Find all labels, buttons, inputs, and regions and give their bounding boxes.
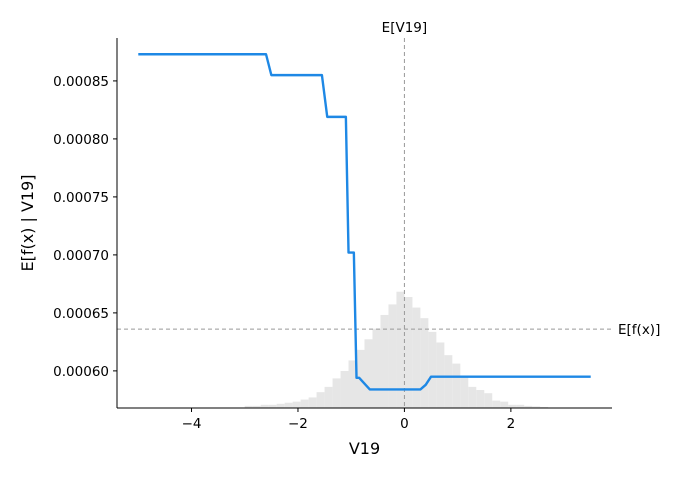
histogram-bar — [404, 297, 413, 408]
histogram-bar — [284, 402, 293, 408]
histogram-bar — [300, 399, 309, 408]
histogram — [244, 291, 549, 408]
histogram-bar — [396, 291, 405, 408]
histogram-bar — [444, 355, 453, 408]
histogram-bar — [324, 386, 333, 408]
y-tick-label: 0.00075 — [53, 190, 109, 206]
histogram-bar — [452, 363, 461, 408]
histogram-bar — [244, 405, 253, 408]
histogram-bar — [524, 405, 533, 408]
reference-lines: E[V19] E[f(x)] — [117, 20, 660, 408]
axes — [116, 38, 612, 409]
histogram-bar — [348, 360, 357, 408]
y-tick-label: 0.00065 — [53, 306, 109, 322]
expected-v19-label: E[V19] — [382, 20, 427, 36]
y-tick-label: 0.00080 — [53, 132, 109, 148]
y-tick-label: 0.00060 — [53, 364, 109, 380]
series-line — [138, 53, 591, 391]
histogram-bar — [332, 378, 341, 408]
y-tick-label: 0.00070 — [53, 248, 109, 264]
x-ticks: −4 −2 0 2 — [182, 408, 516, 432]
histogram-bar — [260, 404, 269, 408]
histogram-bar — [412, 307, 421, 408]
histogram-bar — [468, 386, 477, 408]
histogram-bar — [364, 339, 373, 408]
histogram-bar — [476, 390, 485, 408]
histogram-bar — [268, 404, 277, 408]
histogram-bar — [540, 406, 549, 408]
histogram-bar — [276, 403, 285, 408]
histogram-bar — [420, 318, 429, 408]
histogram-bar — [484, 393, 493, 408]
histogram-bar — [516, 404, 525, 408]
histogram-bar — [340, 371, 349, 408]
x-tick-label: −2 — [288, 416, 308, 432]
histogram-bar — [460, 376, 469, 408]
x-tick-label: −4 — [182, 416, 202, 432]
histogram-bar — [380, 314, 389, 408]
y-tick-label: 0.00085 — [53, 74, 109, 90]
x-axis-title: V19 — [349, 439, 380, 458]
series — [138, 53, 591, 391]
y-axis-title: E[f(x) | V19] — [18, 174, 37, 271]
expected-fx-label: E[f(x)] — [618, 322, 660, 338]
x-tick-label: 2 — [507, 416, 516, 432]
y-ticks: 0.00060 0.00065 0.00070 0.00075 0.00080 0.000… — [53, 74, 117, 380]
histogram-bar — [316, 392, 325, 408]
histogram-bar — [292, 401, 301, 408]
histogram-bar — [308, 397, 317, 408]
histogram-bar — [252, 405, 261, 408]
histogram-bar — [492, 400, 501, 408]
histogram-bar — [428, 331, 437, 408]
histogram-bar — [372, 328, 381, 408]
x-tick-label: 0 — [400, 416, 409, 432]
histogram-bar — [500, 401, 509, 408]
histogram-bar — [436, 342, 445, 408]
histogram-bar — [388, 304, 397, 408]
histogram-bar — [532, 406, 541, 408]
histogram-bar — [508, 404, 517, 408]
